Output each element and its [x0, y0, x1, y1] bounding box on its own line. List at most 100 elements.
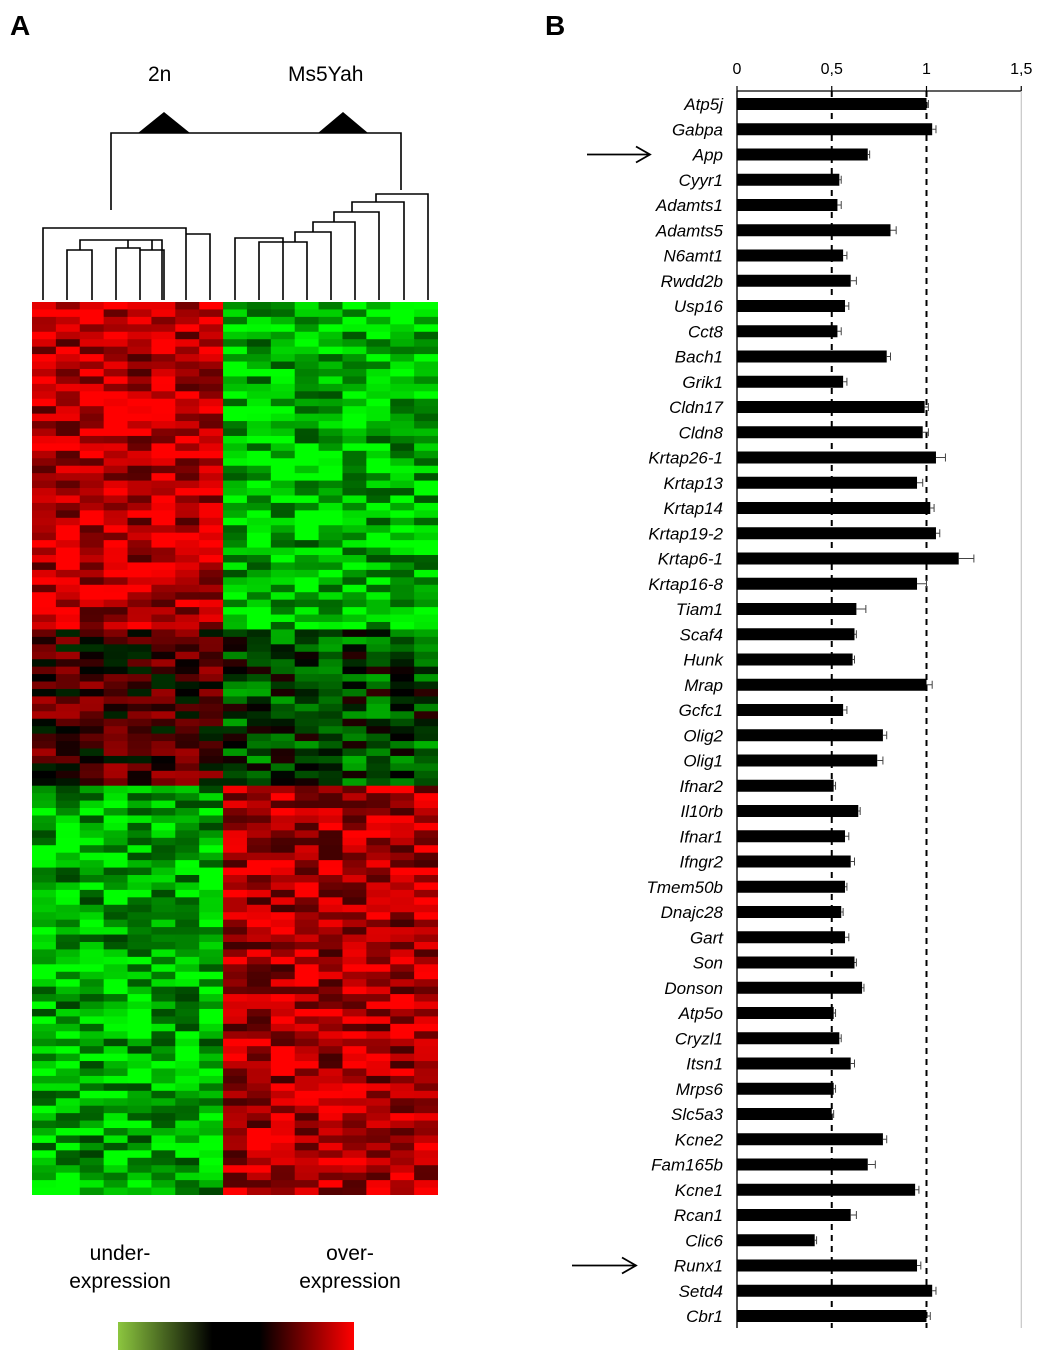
heatmap-cell [151, 1031, 176, 1040]
heatmap-cell [390, 1031, 415, 1040]
heatmap-cell [55, 741, 81, 750]
heatmap-cell [390, 592, 415, 601]
heatmap-cell [55, 815, 81, 824]
heatmap-cell [294, 696, 320, 705]
heatmap-cell [32, 703, 57, 712]
heatmap-cell [342, 525, 367, 534]
heatmap-cell [79, 1075, 105, 1084]
heatmap-cell [246, 651, 272, 660]
heatmap-cell [342, 1053, 367, 1062]
heatmap-cell [246, 1128, 272, 1137]
heatmap-cell [342, 354, 367, 363]
heatmap-cell [103, 971, 129, 980]
heatmap-cell [318, 808, 344, 817]
heatmap-cell [55, 488, 81, 497]
gene-label: Usp16 [674, 297, 724, 316]
heatmap-cell [103, 651, 129, 660]
heatmap-cell [151, 718, 176, 727]
heatmap-cell [414, 1135, 438, 1144]
heatmap-cell [294, 674, 320, 683]
heatmap-cell [79, 748, 105, 757]
heatmap-cell [199, 1061, 224, 1070]
heatmap-cell [294, 941, 320, 951]
heatmap-cell [151, 912, 176, 921]
heatmap-cell [127, 584, 153, 593]
heatmap-cell [223, 1113, 248, 1122]
heatmap-cell [199, 495, 224, 504]
heatmap-cell [390, 324, 415, 333]
heatmap-cell [294, 1128, 320, 1137]
heatmap-cell [199, 480, 224, 489]
heatmap-cell [175, 904, 200, 913]
bar-son [737, 956, 855, 969]
heatmap-cell [79, 361, 105, 370]
heatmap-cell [103, 1068, 129, 1077]
heatmap-cell [175, 822, 200, 831]
heatmap-cell [294, 830, 320, 839]
heatmap-cell [127, 815, 153, 824]
heatmap-cell [390, 763, 415, 772]
heatmap-cell [55, 1075, 81, 1084]
heatmap-cell [175, 1031, 200, 1040]
heatmap-cell [127, 755, 153, 764]
heatmap-cell [366, 1187, 391, 1195]
heatmap-cell [270, 435, 296, 444]
heatmap-cell [175, 912, 200, 921]
heatmap-cell [223, 711, 248, 720]
heatmap-cell [103, 1105, 129, 1114]
heatmap-cell [175, 1180, 200, 1189]
heatmap-cell [270, 666, 296, 675]
bar-app [737, 148, 868, 161]
heatmap-cell [342, 755, 367, 764]
heatmap-cell [318, 488, 344, 497]
heatmap-cell [414, 696, 438, 705]
heatmap-cell [175, 979, 200, 988]
heatmap-cell [318, 971, 344, 980]
heatmap-cell [246, 830, 272, 839]
heatmap-cell [79, 555, 105, 564]
heatmap-cell [175, 733, 200, 742]
bar-kcne2 [737, 1133, 883, 1146]
heatmap-cell [294, 443, 320, 452]
heatmap-cell [103, 354, 129, 363]
heatmap-cell [55, 934, 81, 943]
heatmap-cell [175, 770, 200, 779]
heatmap-cell [366, 793, 391, 802]
heatmap-cell [127, 443, 153, 452]
heatmap-cell [32, 309, 57, 318]
heatmap-cell [199, 971, 224, 980]
heatmap-cell [390, 651, 415, 660]
heatmap-cell [79, 480, 105, 489]
heatmap-cell [223, 636, 248, 645]
heatmap-cell [151, 614, 176, 623]
heatmap-cell [103, 785, 129, 794]
heatmap-cell [127, 510, 153, 519]
heatmap-cell [414, 569, 438, 578]
heatmap-cell [390, 428, 415, 437]
heatmap-cell [366, 912, 391, 921]
heatmap-cell [366, 778, 391, 787]
heatmap-cell [270, 897, 296, 906]
heatmap-cell [175, 1150, 200, 1159]
heatmap-cell [318, 1180, 344, 1189]
heatmap-cell [79, 934, 105, 943]
heatmap-cell [151, 316, 176, 325]
heatmap-cell [79, 852, 105, 861]
heatmap-cell [390, 346, 415, 355]
heatmap-cell [199, 748, 224, 757]
heatmap-cell [390, 703, 415, 712]
heatmap-cell [127, 435, 153, 444]
heatmap-cell [199, 629, 224, 638]
heatmap-cell [414, 458, 438, 467]
heatmap-cell [79, 688, 105, 698]
heatmap-cell [199, 309, 224, 318]
heatmap-cell [270, 889, 296, 898]
gene-label: Gart [690, 928, 724, 947]
heatmap-cell [103, 875, 129, 884]
heatmap-cell [103, 644, 129, 653]
heatmap-cell [55, 562, 81, 571]
heatmap-cell [390, 391, 415, 400]
heatmap-cell [103, 495, 129, 504]
heatmap-cell [342, 1046, 367, 1055]
heatmap-cell [127, 406, 153, 415]
